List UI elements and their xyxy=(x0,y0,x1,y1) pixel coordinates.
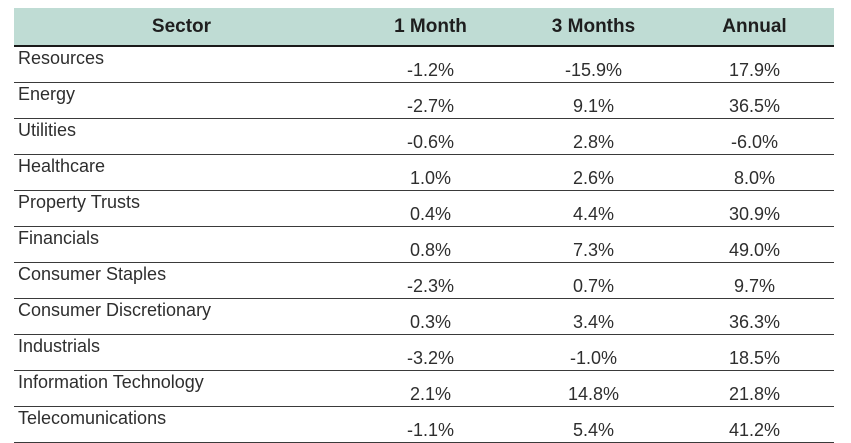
sector-cell: Resources xyxy=(14,46,349,83)
table-header: Sector 1 Month 3 Months Annual xyxy=(14,8,834,47)
three-months-cell: 2.6% xyxy=(512,154,675,191)
sector-cell: Telecomunications xyxy=(14,406,349,443)
sector-cell: Utilities xyxy=(14,118,349,155)
annual-cell: -6.0% xyxy=(675,118,834,155)
annual-cell: 36.3% xyxy=(675,298,834,335)
three-months-cell: -1.0% xyxy=(512,334,675,371)
annual-cell: 21.8% xyxy=(675,370,834,407)
three-months-cell: -15.9% xyxy=(512,46,675,83)
one-month-cell: 0.8% xyxy=(349,226,512,263)
table-row: Telecomunications -1.1% 5.4% 41.2% xyxy=(14,406,834,443)
one-month-cell: -1.1% xyxy=(349,406,512,443)
header-annual: Annual xyxy=(675,8,834,47)
three-months-cell: 2.8% xyxy=(512,118,675,155)
sector-cell: Consumer Discretionary xyxy=(14,298,349,335)
sector-cell: Healthcare xyxy=(14,154,349,191)
sector-cell: Financials xyxy=(14,226,349,263)
sector-cell: Property Trusts xyxy=(14,190,349,227)
sector-performance-table-container: Sector 1 Month 3 Months Annual Resources… xyxy=(14,8,834,443)
one-month-cell: -3.2% xyxy=(349,334,512,371)
sector-cell: Information Technology xyxy=(14,370,349,407)
three-months-cell: 4.4% xyxy=(512,190,675,227)
header-row: Sector 1 Month 3 Months Annual xyxy=(14,8,834,47)
three-months-cell: 0.7% xyxy=(512,262,675,299)
one-month-cell: 0.3% xyxy=(349,298,512,335)
annual-cell: 8.0% xyxy=(675,154,834,191)
annual-cell: 17.9% xyxy=(675,46,834,83)
annual-cell: 36.5% xyxy=(675,82,834,119)
one-month-cell: 0.4% xyxy=(349,190,512,227)
header-3-months: 3 Months xyxy=(512,8,675,47)
table-row: Healthcare 1.0% 2.6% 8.0% xyxy=(14,154,834,191)
three-months-cell: 14.8% xyxy=(512,370,675,407)
three-months-cell: 3.4% xyxy=(512,298,675,335)
table-row: Resources -1.2% -15.9% 17.9% xyxy=(14,46,834,83)
one-month-cell: -1.2% xyxy=(349,46,512,83)
table-row: Utilities -0.6% 2.8% -6.0% xyxy=(14,118,834,155)
sector-cell: Consumer Staples xyxy=(14,262,349,299)
table-row: Information Technology 2.1% 14.8% 21.8% xyxy=(14,370,834,407)
table-row: Property Trusts 0.4% 4.4% 30.9% xyxy=(14,190,834,227)
table-row: Industrials -3.2% -1.0% 18.5% xyxy=(14,334,834,371)
one-month-cell: -2.7% xyxy=(349,82,512,119)
one-month-cell: 1.0% xyxy=(349,154,512,191)
table-row: Energy -2.7% 9.1% 36.5% xyxy=(14,82,834,119)
table-body: Resources -1.2% -15.9% 17.9% Energy -2.7% 9.1%… xyxy=(14,46,834,443)
table-row: Consumer Discretionary 0.3% 3.4% 36.3% xyxy=(14,298,834,335)
annual-cell: 41.2% xyxy=(675,406,834,443)
sector-performance-table: Sector 1 Month 3 Months Annual Resources… xyxy=(14,8,834,443)
three-months-cell: 5.4% xyxy=(512,406,675,443)
annual-cell: 9.7% xyxy=(675,262,834,299)
sector-cell: Energy xyxy=(14,82,349,119)
one-month-cell: 2.1% xyxy=(349,370,512,407)
one-month-cell: -2.3% xyxy=(349,262,512,299)
three-months-cell: 7.3% xyxy=(512,226,675,263)
sector-cell: Industrials xyxy=(14,334,349,371)
three-months-cell: 9.1% xyxy=(512,82,675,119)
table-row: Consumer Staples -2.3% 0.7% 9.7% xyxy=(14,262,834,299)
one-month-cell: -0.6% xyxy=(349,118,512,155)
annual-cell: 30.9% xyxy=(675,190,834,227)
header-1-month: 1 Month xyxy=(349,8,512,47)
annual-cell: 49.0% xyxy=(675,226,834,263)
annual-cell: 18.5% xyxy=(675,334,834,371)
header-sector: Sector xyxy=(14,8,349,47)
table-row: Financials 0.8% 7.3% 49.0% xyxy=(14,226,834,263)
